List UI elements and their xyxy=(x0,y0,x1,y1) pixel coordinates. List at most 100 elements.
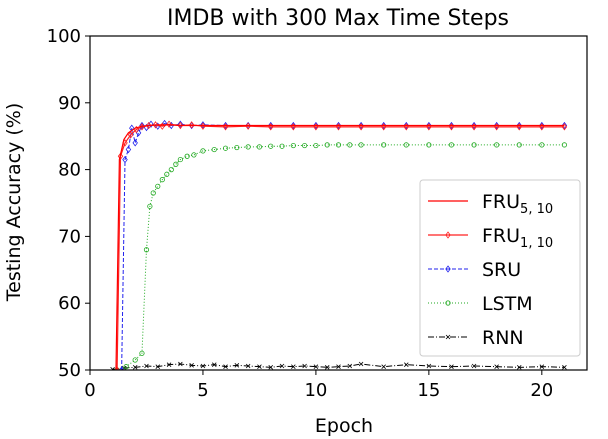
data-point-fru-1-10 xyxy=(166,120,172,128)
legend-label: FRU5, 10 xyxy=(482,191,553,217)
data-point-fru-1-10 xyxy=(127,131,134,139)
data-point-lstm xyxy=(139,350,145,356)
data-point-rnn xyxy=(358,361,364,367)
data-point-sru xyxy=(125,145,132,154)
legend-item-rnn: RNN xyxy=(428,327,524,349)
x-tick-label: 5 xyxy=(197,380,208,401)
data-point-sru xyxy=(290,121,297,130)
data-point-lstm xyxy=(234,144,240,151)
legend-label: RNN xyxy=(482,327,524,349)
legend-item-fru-5-10: FRU5, 10 xyxy=(428,191,553,217)
legend-item-fru-1-10: FRU1, 10 xyxy=(428,225,553,251)
data-point-rnn xyxy=(291,364,296,369)
data-point-fru-1-10 xyxy=(146,121,152,130)
data-point-sru xyxy=(358,121,364,130)
data-point-rnn xyxy=(178,361,183,367)
data-point-sru xyxy=(313,121,319,130)
data-point-sru xyxy=(539,121,545,130)
data-point-rnn xyxy=(223,364,228,369)
data-point-lstm xyxy=(347,142,353,148)
data-point-lstm xyxy=(159,177,165,183)
y-tick-label: 60 xyxy=(58,293,81,314)
data-point-lstm xyxy=(539,142,545,148)
data-point-rnn xyxy=(268,365,274,370)
data-point-fru-1-10 xyxy=(152,121,159,129)
data-point-rnn xyxy=(234,363,240,368)
data-point-rnn xyxy=(166,362,172,367)
data-point-sru xyxy=(118,366,125,370)
data-point-rnn xyxy=(324,365,330,370)
data-point-rnn xyxy=(381,364,386,369)
data-point-lstm xyxy=(381,142,387,148)
data-point-rnn xyxy=(200,363,206,369)
data-point-sru xyxy=(268,121,274,130)
data-point-lstm xyxy=(164,171,170,177)
data-point-sru xyxy=(403,121,409,130)
data-point-lstm xyxy=(516,142,522,148)
series-rnn xyxy=(110,361,567,370)
data-point-rnn xyxy=(494,364,499,369)
data-point-lstm xyxy=(143,247,150,253)
data-point-sru xyxy=(132,139,138,147)
data-point-sru xyxy=(448,121,455,130)
data-point-lstm xyxy=(245,144,251,150)
data-point-rnn xyxy=(449,364,454,369)
data-point-sru xyxy=(471,121,477,130)
data-point-sru xyxy=(561,121,568,130)
plot-frame xyxy=(89,35,588,371)
data-point-sru xyxy=(426,121,432,130)
legend-marker xyxy=(445,334,451,340)
data-point-lstm xyxy=(471,142,477,148)
plot-area xyxy=(110,119,568,370)
data-point-lstm xyxy=(313,142,319,149)
x-tick-label: 0 xyxy=(84,380,95,401)
data-point-rnn xyxy=(132,365,138,370)
data-point-lstm xyxy=(200,148,206,154)
data-point-rnn xyxy=(189,363,194,368)
data-point-sru xyxy=(380,121,387,130)
legend-label: SRU xyxy=(482,259,521,281)
data-point-lstm xyxy=(147,203,153,209)
data-point-lstm xyxy=(426,142,432,148)
legend-label: FRU1, 10 xyxy=(482,225,553,251)
data-point-sru xyxy=(516,121,522,130)
data-point-lstm xyxy=(222,145,229,151)
legend-marker xyxy=(445,300,451,306)
series-line-fru-5-10 xyxy=(115,124,565,370)
data-point-sru xyxy=(200,121,206,129)
data-point-lstm xyxy=(290,142,296,149)
data-point-sru xyxy=(222,121,229,130)
chart-title: IMDB with 300 Max Time Steps xyxy=(167,6,509,31)
legend: FRU5, 10 FRU1, 10 SRU LSTM RNN xyxy=(419,179,581,357)
axes: 0 5 10 15 20 50 60 70 80 90 100 xyxy=(47,26,588,401)
legend-label: LSTM xyxy=(482,293,533,315)
data-point-rnn xyxy=(245,363,251,369)
data-point-rnn xyxy=(279,363,285,369)
data-point-rnn xyxy=(347,363,353,369)
data-point-lstm xyxy=(150,190,156,196)
data-point-lstm xyxy=(358,142,364,148)
data-point-fru-1-10 xyxy=(188,121,195,129)
data-point-sru xyxy=(493,121,500,130)
x-tick-label: 10 xyxy=(304,380,327,401)
y-tick-label: 70 xyxy=(58,226,81,247)
y-tick-label: 50 xyxy=(58,360,81,381)
data-point-lstm xyxy=(191,152,197,158)
data-point-lstm xyxy=(403,142,409,148)
data-point-fru-1-10 xyxy=(177,121,184,130)
data-point-rnn xyxy=(562,365,567,370)
data-point-lstm xyxy=(173,161,179,167)
data-point-rnn xyxy=(257,364,262,369)
series-lstm xyxy=(114,142,568,370)
data-point-lstm xyxy=(132,357,138,363)
legend-marker xyxy=(445,265,451,273)
legend-item-sru: SRU xyxy=(428,259,521,281)
data-point-sru xyxy=(122,155,128,164)
data-point-lstm xyxy=(211,146,217,153)
data-point-rnn xyxy=(426,363,432,369)
data-point-lstm xyxy=(268,143,274,149)
data-point-rnn xyxy=(403,362,409,367)
y-tick-label: 80 xyxy=(58,160,81,181)
legend-marker xyxy=(445,231,451,239)
